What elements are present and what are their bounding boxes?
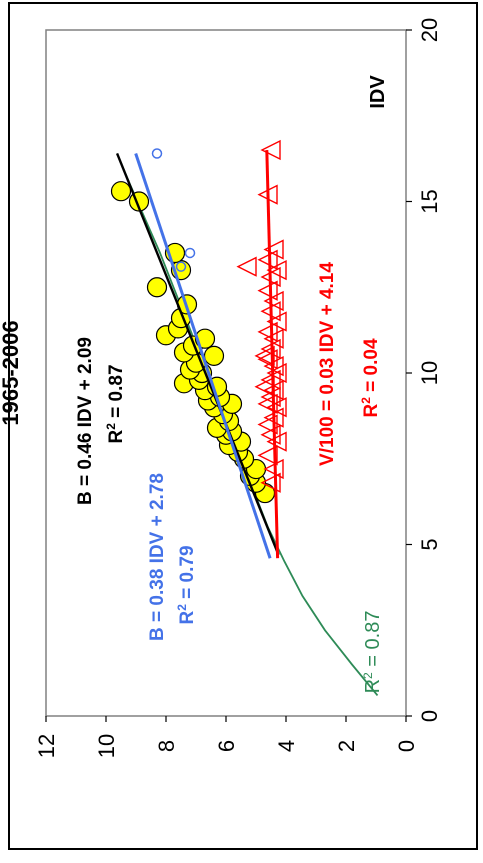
y-tick-label: 4 [274, 740, 299, 752]
x-tick-label: 10 [417, 361, 442, 385]
yellow-point [203, 345, 225, 366]
red-equation: V/100 = 0.03 IDV + 4.14 [317, 262, 338, 466]
black-fit-line [115, 153, 280, 556]
red-triangle-point [257, 321, 278, 342]
chart-frame [8, 2, 478, 850]
red-triangle-point [263, 239, 284, 260]
blue-open-point [151, 148, 163, 159]
red-triangle-point [260, 472, 281, 493]
blue-fit-line [134, 153, 272, 559]
blue-open-point [175, 261, 187, 272]
blue-r2: R2 = 0.79 [175, 545, 198, 624]
red-triangle-point [266, 431, 287, 452]
x-tick-label: 15 [417, 189, 442, 213]
red-triangle-point [257, 414, 278, 435]
y-tick-label: 6 [214, 740, 239, 752]
y-tick-label: 12 [34, 734, 59, 758]
yellow-point [146, 277, 168, 298]
black-equation: B = 0.46 IDV + 2.09 [75, 337, 96, 505]
green-r2: R2 = 0.87 [361, 611, 384, 694]
x-axis-label: IDV [367, 75, 389, 109]
x-tick-label: 20 [417, 18, 442, 42]
red-triangle-point [257, 280, 278, 301]
plot-area [45, 29, 407, 717]
chart-title: 1965-2006 [0, 320, 23, 425]
red-triangle-point [257, 445, 278, 466]
y-tick-label: 2 [334, 740, 359, 752]
red-r2: R2 = 0.04 [359, 338, 382, 417]
y-tick-label: 10 [94, 734, 119, 758]
red-triangle-point [260, 369, 281, 390]
fit-layer [115, 150, 280, 559]
red-triangle-point [254, 345, 275, 366]
red-triangle-point [236, 256, 257, 277]
red-triangle-point [257, 349, 278, 370]
x-tick-label: 5 [417, 538, 442, 550]
x-tick-label: 0 [417, 710, 442, 722]
ticks-layer: 0 5 10 15 20 0 2 4 6 8 10 12 [34, 18, 442, 758]
red-triangle-point [257, 249, 278, 270]
blue-equation: B = 0.38 IDV + 2.78 [147, 473, 168, 641]
y-tick-label: 0 [394, 740, 419, 752]
red-triangle-point [263, 290, 284, 312]
red-fit-line [265, 150, 280, 559]
y-tick-label: 8 [154, 740, 179, 752]
yellow-point [110, 181, 132, 202]
blue-open-point [184, 247, 196, 259]
black-r2: R2 = 0.87 [104, 364, 127, 443]
red-triangle-point [266, 311, 287, 332]
red-triangle-point [260, 139, 281, 161]
red-triangle-point [263, 328, 284, 349]
